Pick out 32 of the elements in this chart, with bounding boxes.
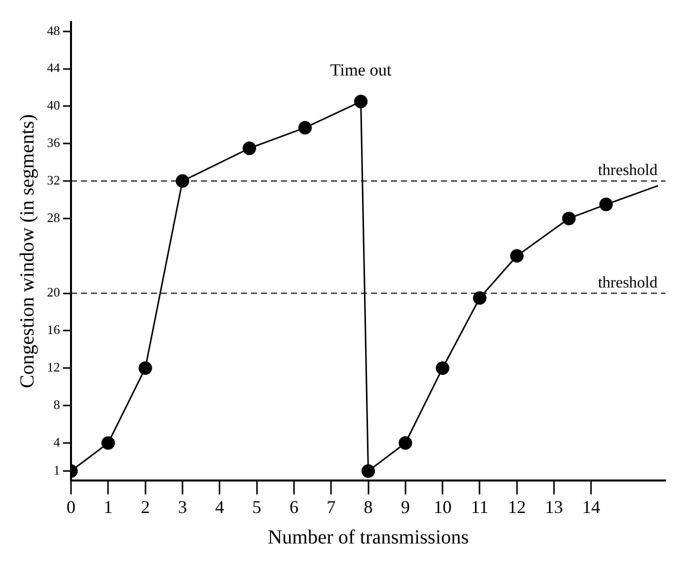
- x-tick-label: 13: [545, 496, 564, 517]
- y-tick-label: 36: [47, 135, 60, 150]
- y-tick-label: 28: [47, 210, 60, 225]
- x-tick-label: 5: [252, 496, 262, 517]
- x-tick-label: 10: [434, 496, 452, 517]
- ref-line-label: threshold: [598, 162, 658, 180]
- x-tick-label: 2: [140, 496, 150, 517]
- y-tick-label: 48: [47, 22, 60, 38]
- y-tick-label: 32: [47, 172, 60, 188]
- x-tick-label: 7: [326, 496, 336, 517]
- x-tick-label: 11: [471, 496, 488, 517]
- x-tick-label: 3: [178, 496, 187, 517]
- y-tick-label: 20: [47, 284, 60, 300]
- x-axis-title: Number of transmissions: [268, 526, 470, 548]
- x-tick-label: 4: [215, 496, 224, 517]
- x-tick-label: 8: [364, 496, 373, 517]
- x-tick-label: 0: [66, 496, 76, 517]
- y-tick-label: 12: [47, 360, 60, 375]
- y-axis-title: Congestion window (in segments): [16, 114, 38, 388]
- x-tick-label: 6: [289, 496, 298, 517]
- x-tick-label: 14: [582, 496, 600, 517]
- y-tick-label: 40: [47, 98, 60, 113]
- x-tick-label: 9: [400, 496, 410, 517]
- y-tick-label: 16: [47, 322, 60, 338]
- x-tick-label: 1: [104, 496, 113, 517]
- ref-line-label: threshold: [598, 274, 658, 292]
- annotation: Time out: [330, 60, 392, 80]
- y-tick-label: 4: [54, 434, 60, 450]
- x-tick-label: 12: [508, 496, 526, 517]
- y-tick-label: 44: [47, 60, 60, 76]
- y-tick-label: 8: [54, 396, 60, 412]
- y-tick-label: 1: [54, 462, 60, 478]
